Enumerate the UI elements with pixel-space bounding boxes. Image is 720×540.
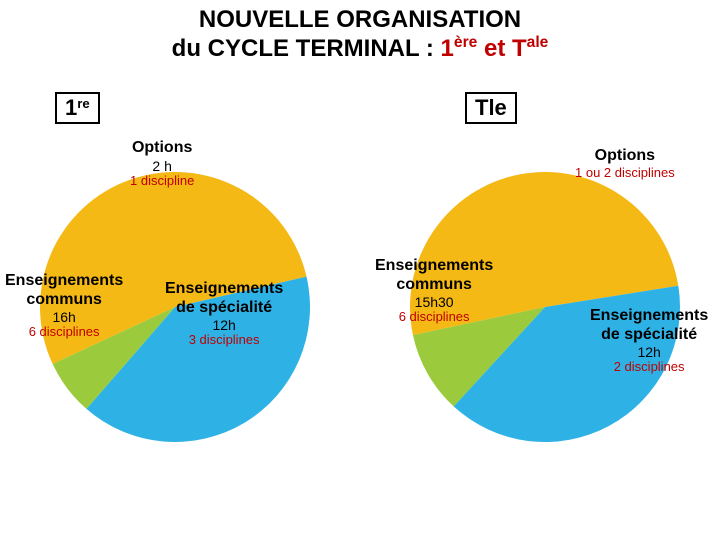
slice-disciplines: 3 disciplines bbox=[165, 333, 283, 348]
slice-label-specialite: Enseignementsde spécialité12h3 disciplin… bbox=[165, 280, 283, 348]
slice-label-options: Options2 h1 discipline bbox=[130, 139, 194, 188]
slice-disciplines: 1 ou 2 disciplines bbox=[575, 166, 675, 181]
slice-hours: 16h bbox=[5, 309, 123, 325]
pie-chart-premiere: 1reOptions2 h1 disciplineEnseignementsco… bbox=[10, 72, 350, 502]
slice-hours: 2 h bbox=[130, 158, 194, 174]
slice-label-options: Options1 ou 2 disciplines bbox=[575, 147, 675, 180]
slice-title: communs bbox=[375, 276, 493, 294]
slice-hours: 12h bbox=[165, 317, 283, 333]
charts-container: 1reOptions2 h1 disciplineEnseignementsco… bbox=[0, 62, 720, 532]
level-badge: 1re bbox=[55, 92, 100, 124]
title-line2: du CYCLE TERMINAL : 1ère et Tale bbox=[0, 34, 720, 63]
slice-title: communs bbox=[5, 291, 123, 309]
slice-title: Enseignements bbox=[5, 272, 123, 290]
title-line1: NOUVELLE ORGANISATION bbox=[0, 6, 720, 34]
slice-title: de spécialité bbox=[590, 326, 708, 344]
slice-title: Enseignements bbox=[590, 307, 708, 325]
level-badge: Tle bbox=[465, 92, 517, 124]
slice-disciplines: 6 disciplines bbox=[5, 325, 123, 340]
slice-title: Options bbox=[130, 139, 194, 157]
slice-label-communs: Enseignementscommuns16h6 disciplines bbox=[5, 272, 123, 340]
slice-title: de spécialité bbox=[165, 299, 283, 317]
slice-hours: 15h30 bbox=[375, 294, 493, 310]
slice-disciplines: 2 disciplines bbox=[590, 360, 708, 375]
page-title: NOUVELLE ORGANISATION du CYCLE TERMINAL … bbox=[0, 0, 720, 62]
slice-title: Enseignements bbox=[165, 280, 283, 298]
slice-label-communs: Enseignementscommuns15h306 disciplines bbox=[375, 257, 493, 325]
slice-title: Options bbox=[575, 147, 675, 165]
slice-title: Enseignements bbox=[375, 257, 493, 275]
pie-chart-terminale: Tle Options1 ou 2 disciplines Enseignement… bbox=[380, 72, 720, 502]
slice-disciplines: 6 disciplines bbox=[375, 310, 493, 325]
slice-disciplines: 1 discipline bbox=[130, 174, 194, 189]
slice-hours: 12h bbox=[590, 344, 708, 360]
slice-label-specialite: Enseignementsde spécialité12h2 disciplin… bbox=[590, 307, 708, 375]
